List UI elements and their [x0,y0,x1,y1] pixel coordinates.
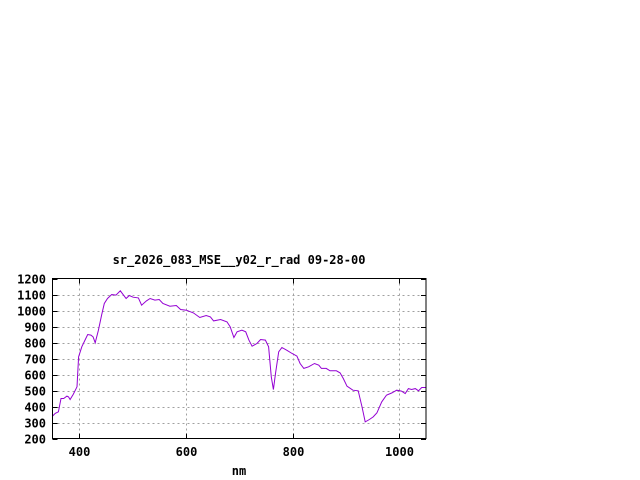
ticks: 200 300 400 500 600 700 800 900 1000 1100 1200 400 6… [17,273,426,459]
y-tick-label: 400 [24,401,46,415]
y-tick-label: 1000 [17,305,46,319]
plot-frame [52,278,427,439]
y-tick-label: 800 [24,337,46,351]
x-tick-label: 400 [69,445,91,459]
y-tick-label: 200 [24,433,46,447]
y-tick-label: 1200 [17,273,46,287]
y-tick-label: 500 [24,385,46,399]
x-tick-label: 600 [176,445,198,459]
series-line [52,290,426,423]
y-tick-label: 900 [24,321,46,335]
x-tick-label: 1000 [385,445,414,459]
y-tick-label: 700 [24,353,46,367]
y-tick-label: 1100 [17,289,46,303]
grid [52,278,426,439]
x-axis-label: nm [232,464,246,478]
y-tick-label: 600 [24,369,46,383]
y-tick-label: 300 [24,417,46,431]
x-tick-label: 800 [283,445,305,459]
chart-title: sr_2026_083_MSE__y02_r_rad 09-28-00 [113,253,366,268]
